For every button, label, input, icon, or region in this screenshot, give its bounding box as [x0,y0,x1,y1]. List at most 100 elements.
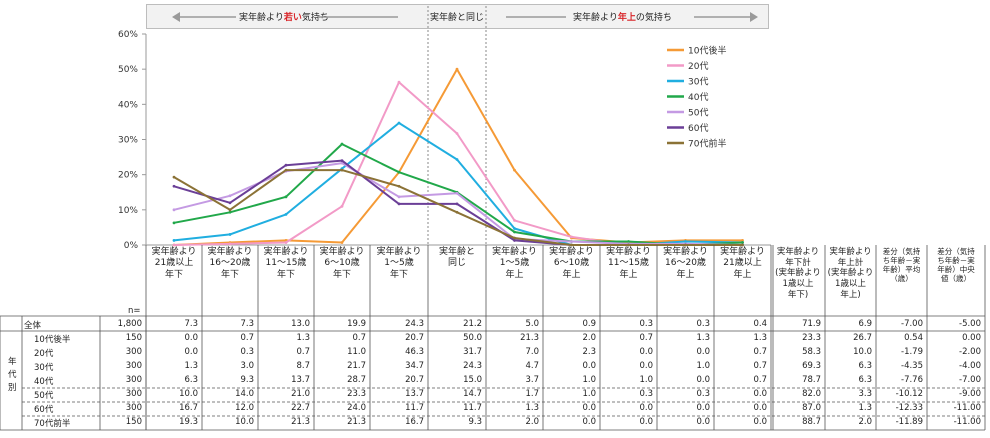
column-header: 実年齢より 21歳以上 年下 [151,247,197,280]
table-cell: 10.0 [235,417,254,427]
table-cell: 0.9 [582,319,596,329]
row-n: 300 [125,403,142,413]
table-cell: 0.3 [240,347,254,357]
table-cell: 12.0 [235,403,254,413]
data-point-40代 [340,142,344,146]
table-cell: 0.7 [240,333,254,343]
data-point-70代前半 [570,243,573,247]
table-cell: 50.0 [463,333,482,343]
data-point-30代 [228,233,232,236]
data-point-60代 [172,184,176,188]
summary-cell: 6.3 [858,361,872,371]
column-header: 実年齢と 同じ [438,247,475,269]
table-cell: 0.0 [639,417,653,427]
table-cell: 16.7 [179,403,198,413]
row-n: 1,800 [117,319,142,329]
table-cell: 0.3 [696,319,710,329]
table-cell: 0.0 [696,417,710,427]
data-point-20代 [340,204,344,208]
table-cell: 1.3 [525,403,539,413]
table-cell: 46.3 [405,347,424,357]
y-tick-label: 30% [118,136,138,146]
y-tick-label: 60% [118,30,138,40]
table-cell: 1.3 [753,333,767,343]
data-point-10代後半 [741,239,744,242]
data-point-10代後半 [455,67,459,71]
banner-center-label: 実年齢と同じ [430,13,485,23]
row-label: 全体 [24,321,42,331]
data-point-20代 [172,243,176,247]
row-n: 300 [125,389,142,399]
diff-cell: -2.00 [959,347,981,357]
diff-cell: -12.33 [895,403,923,413]
table-cell: 24.0 [347,403,366,413]
data-point-50代 [172,208,176,212]
data-point-70代前半 [741,243,744,247]
table-cell: 0.3 [696,389,710,399]
data-point-70代前半 [513,236,516,240]
table-cell: 0.0 [753,403,767,413]
arrow-left-icon [172,12,180,22]
table-cell: 14.0 [235,389,254,399]
data-point-40代 [397,170,401,174]
table-cell: 24.3 [463,361,482,371]
diff-cell: -11.00 [953,403,981,413]
table-cell: 1.7 [525,389,539,399]
data-point-20代 [513,218,516,222]
table-cell: 0.0 [184,333,198,343]
data-point-70代前半 [172,175,176,179]
table-cell: 23.3 [347,389,366,399]
data-point-40代 [228,210,232,214]
group-label-char: 代 [8,370,17,380]
y-tick-label: 10% [118,206,138,216]
row-label: 10代後半 [34,335,71,345]
data-point-40代 [627,240,630,243]
table-cell: 11.7 [405,403,424,413]
table-cell: 34.7 [405,361,424,371]
summary-cell: 10.0 [853,347,872,357]
diff-cell: 0.00 [962,333,981,343]
column-header: 実年齢より 16～20歳 年下 [207,247,253,280]
summary-cell: 71.9 [802,319,821,329]
summary-header: 実年齢より 年上計 (実年齢より 1歳以上 年上) [827,247,874,300]
y-tick-label: 40% [118,100,138,110]
summary-cell: 6.3 [858,375,872,385]
data-point-20代 [570,235,573,239]
table-cell: 0.0 [696,375,710,385]
table-cell: 0.3 [639,389,653,399]
summary-cell: 82.0 [802,389,821,399]
data-point-10代後半 [513,168,516,172]
table-cell: 1.0 [639,375,653,385]
table-cell: 19.9 [347,319,366,329]
series-line-60代 [173,159,743,246]
diff-cell: -10.12 [895,389,923,399]
table-cell: 16.7 [405,417,424,427]
data-point-60代 [228,201,232,205]
data-point-70代前半 [397,184,401,188]
table-cell: 0.7 [352,333,366,343]
table-cell: 11.0 [347,347,366,357]
column-header: 実年齢より 1～5歳 年上 [492,247,537,280]
table-cell: 0.0 [639,347,653,357]
table-cell: 2.3 [582,347,596,357]
table-cell: 0.0 [753,417,767,427]
data-point-20代 [284,241,288,244]
column-header: 実年齢より 21歳以上 年上 [720,247,765,280]
diff-cell: -7.00 [901,319,923,329]
table-cell: 3.7 [525,375,539,385]
table-cell: 21.3 [347,417,366,427]
summary-cell: 6.9 [858,319,872,329]
table-cell: 0.0 [696,403,710,413]
legend-label: 10代後半 [688,45,726,57]
table-cell: 1.0 [582,375,596,385]
data-point-70代前半 [284,168,288,172]
data-point-70代前半 [684,243,687,247]
row-n: 300 [125,361,142,371]
table-cell: 22.7 [291,403,310,413]
row-n: 300 [125,347,142,357]
table-cell: 0.0 [582,417,596,427]
legend-label: 30代 [688,77,708,88]
table-cell: 15.0 [463,375,482,385]
data-point-30代 [455,158,459,161]
